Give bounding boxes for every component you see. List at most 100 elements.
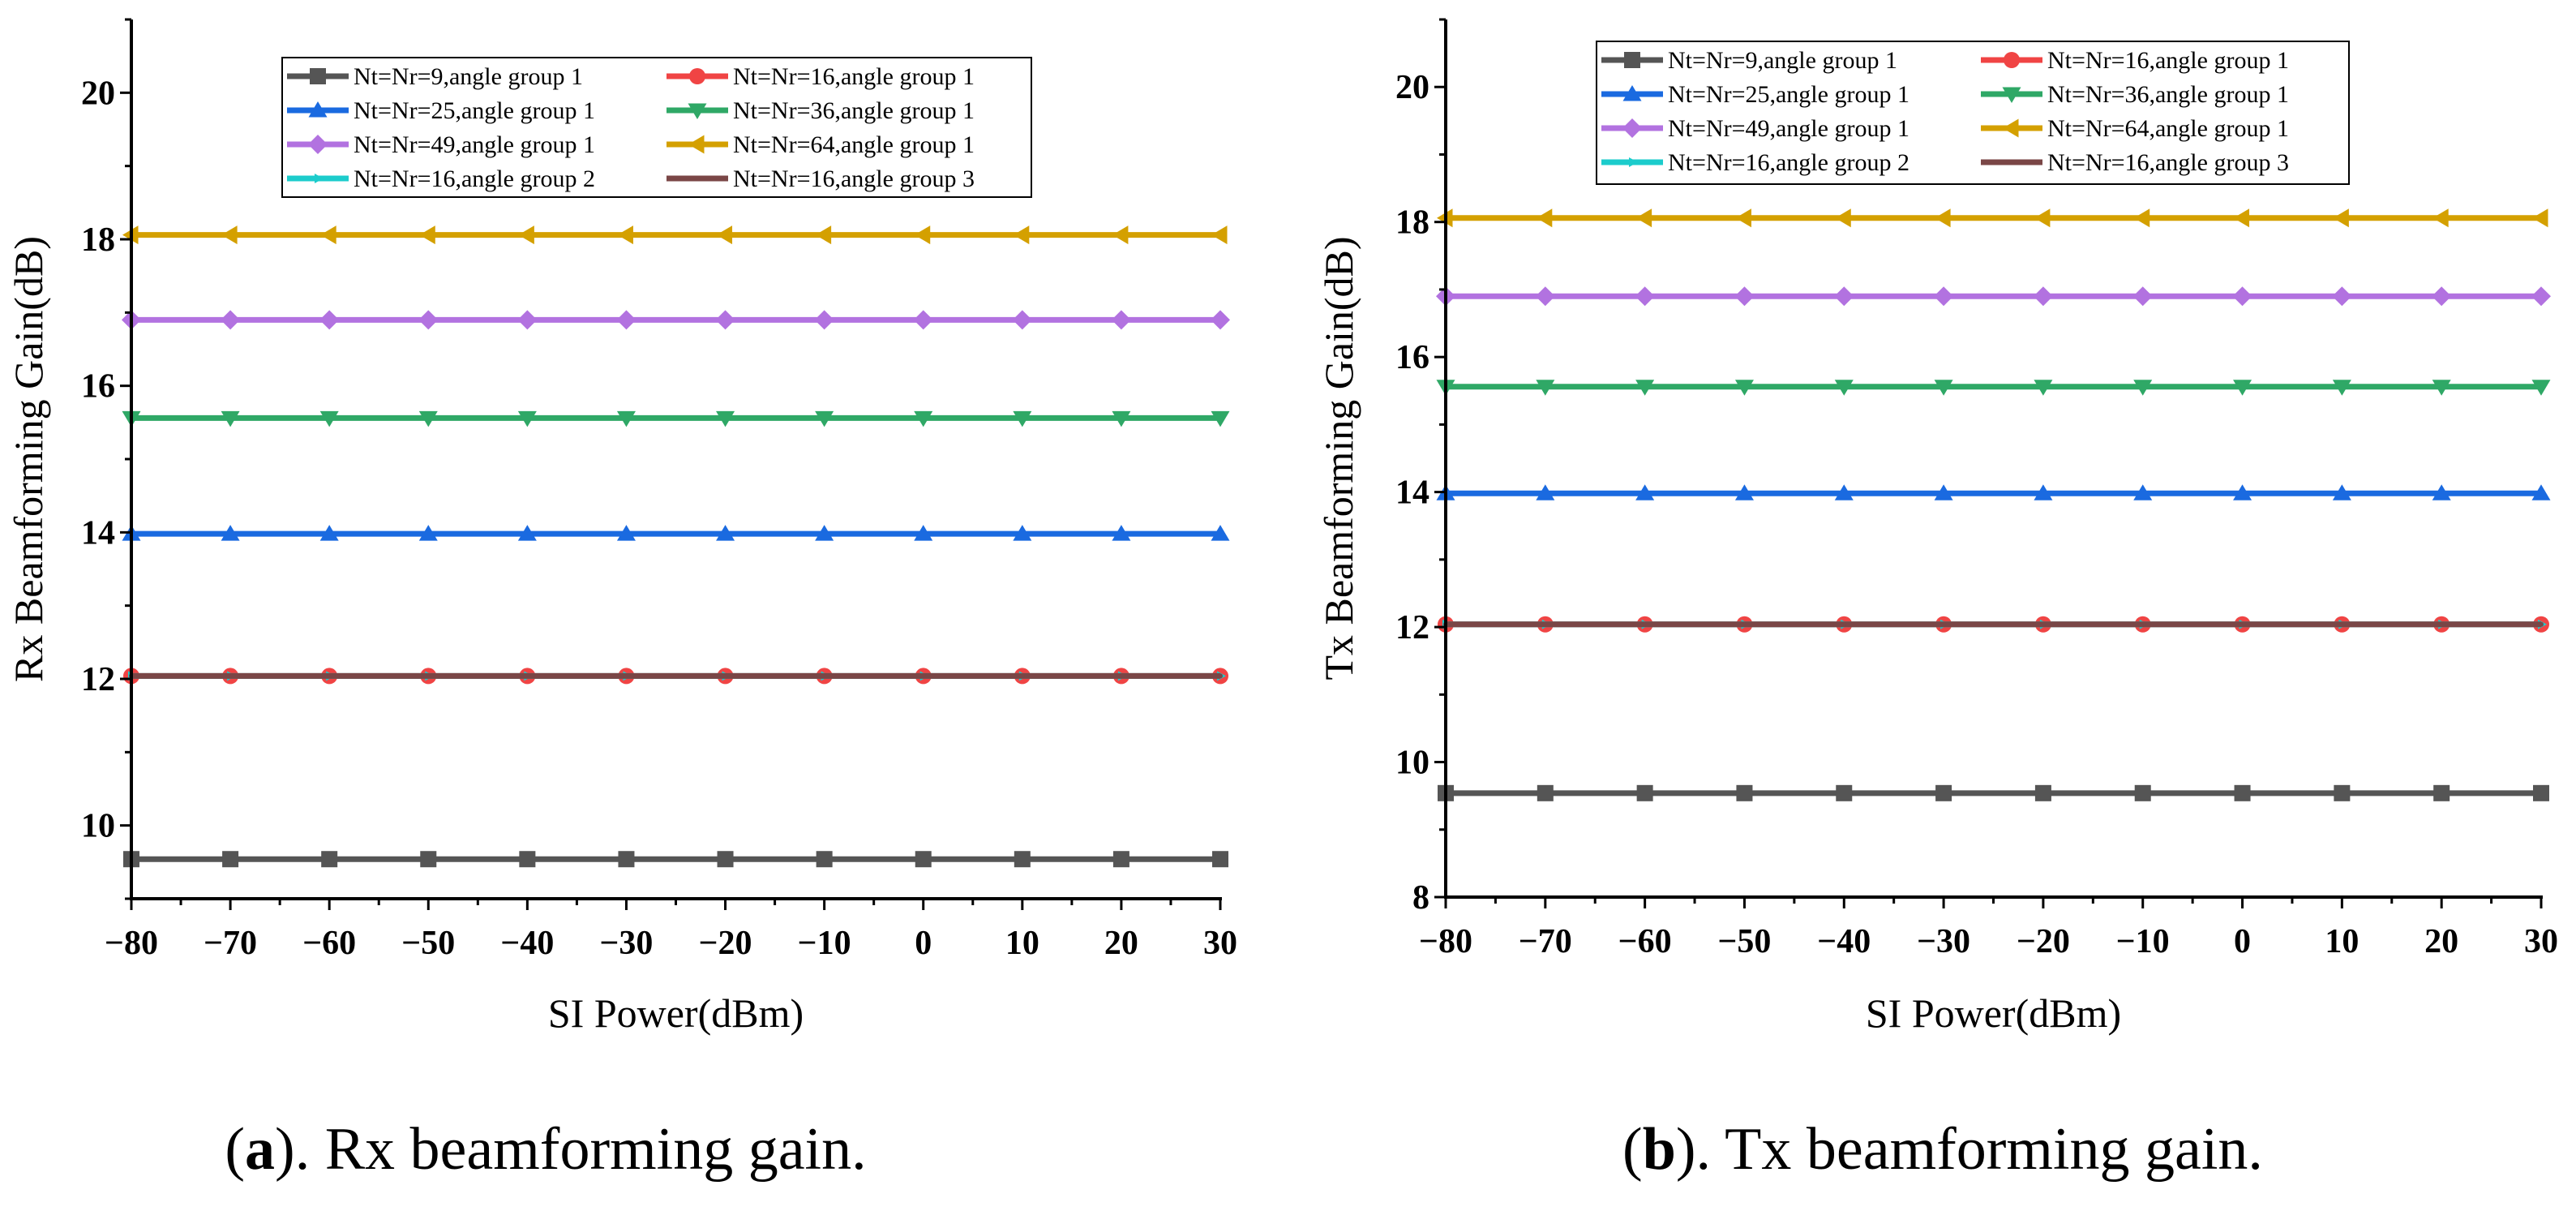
data-point <box>2533 784 2549 801</box>
legend-label: Nt=Nr=36,angle group 1 <box>733 97 975 124</box>
data-point <box>517 310 538 330</box>
legend-box <box>1596 41 2350 185</box>
data-point <box>1734 380 1754 396</box>
data-point <box>1642 621 1648 627</box>
data-point <box>1118 673 1124 679</box>
legend-label: Nt=Nr=25,angle group 1 <box>1668 81 1909 108</box>
data-point <box>420 851 437 868</box>
legend-marker-diamond-icon <box>1622 118 1642 138</box>
caption-b-open: ( <box>1622 1116 1643 1183</box>
data-point <box>2334 784 2351 801</box>
data-point <box>1736 784 1753 801</box>
data-point <box>2140 621 2145 627</box>
x-tick-label: 30 <box>2524 923 2558 960</box>
data-point <box>517 525 537 541</box>
data-point <box>722 673 728 679</box>
caption-b-label: b <box>1642 1116 1676 1183</box>
legend-marker-arrow-right-icon <box>1629 157 1638 167</box>
data-point <box>2240 621 2245 627</box>
legend-item: Nt=Nr=36,angle group 1 <box>667 97 975 124</box>
y-axis-title: Rx Beamforming Gain(dB) <box>6 236 51 682</box>
data-point <box>2332 286 2352 307</box>
data-point <box>2233 484 2252 500</box>
x-tick-label: −30 <box>599 925 653 962</box>
data-point <box>1742 621 1747 627</box>
data-point <box>1019 673 1025 679</box>
data-point <box>2233 208 2250 228</box>
x-tick-label: −10 <box>2116 923 2170 960</box>
caption-a-label: a <box>245 1116 276 1183</box>
legend-label: Nt=Nr=49,angle group 1 <box>354 131 595 158</box>
data-point <box>821 673 827 679</box>
data-point <box>222 851 239 868</box>
data-point <box>2033 286 2053 307</box>
data-point <box>920 673 926 679</box>
legend-item: Nt=Nr=25,angle group 1 <box>1601 81 1909 108</box>
data-point <box>2232 286 2252 307</box>
legend-marker-circle-icon <box>2004 52 2020 68</box>
legend-label: Nt=Nr=49,angle group 1 <box>1668 115 1909 142</box>
legend: Nt=Nr=9,angle group 1 Nt=Nr=16,angle grou… <box>1596 41 2350 185</box>
data-point <box>1012 310 1032 330</box>
data-point <box>221 410 240 427</box>
data-point <box>2332 380 2351 396</box>
legend-label: Nt=Nr=16,angle group 3 <box>733 165 975 192</box>
legend: Nt=Nr=9,angle group 1 Nt=Nr=16,angle grou… <box>281 57 1032 198</box>
legend-item: Nt=Nr=25,angle group 1 <box>287 97 595 124</box>
data-point <box>1635 208 1652 228</box>
data-point <box>1014 851 1031 868</box>
y-tick-label: 12 <box>81 661 115 698</box>
series-4 <box>122 410 1230 427</box>
data-point <box>2034 208 2051 228</box>
caption-b: (b). Tx beamforming gain. <box>1622 1113 2263 1186</box>
data-point <box>1635 484 1655 500</box>
data-point <box>2432 380 2451 396</box>
x-tick-label: −50 <box>401 925 455 962</box>
data-point <box>1536 208 1553 228</box>
x-tick-label: −80 <box>1419 923 1472 960</box>
y-tick-label: 10 <box>1395 745 1429 782</box>
data-point <box>319 310 340 330</box>
data-point <box>2034 380 2053 396</box>
legend-item: Nt=Nr=36,angle group 1 <box>1981 81 2289 108</box>
data-point <box>1013 525 1032 541</box>
data-point <box>2531 286 2551 307</box>
y-tick-label: 20 <box>81 75 115 112</box>
data-point <box>1536 484 1555 500</box>
data-point <box>1834 380 1854 396</box>
data-point <box>2333 208 2349 228</box>
data-point <box>221 525 240 541</box>
data-point <box>1536 380 1555 396</box>
series-3 <box>1436 484 2551 500</box>
data-point <box>1834 286 1854 307</box>
data-point <box>2531 380 2551 396</box>
data-point <box>1635 380 1655 396</box>
data-point <box>624 673 629 679</box>
series-1 <box>123 851 1228 868</box>
data-point <box>2132 286 2153 307</box>
legend-marker-arrow-right-icon <box>315 174 324 183</box>
data-point <box>519 851 536 868</box>
data-point <box>2439 621 2445 627</box>
data-point <box>716 225 733 245</box>
legend-label: Nt=Nr=16,angle group 1 <box>2047 47 2289 74</box>
x-axis-title: SI Power(dBm) <box>548 990 804 1036</box>
data-point <box>715 310 735 330</box>
y-tick-label: 12 <box>1395 609 1429 646</box>
legend-item: Nt=Nr=16,angle group 1 <box>1981 47 2289 74</box>
x-tick-label: −60 <box>1618 923 1672 960</box>
legend-label: Nt=Nr=16,angle group 3 <box>2047 149 2289 176</box>
x-tick-label: −80 <box>105 925 158 962</box>
legend-label: Nt=Nr=36,angle group 1 <box>2047 81 2289 108</box>
data-point <box>913 310 933 330</box>
x-tick-label: −60 <box>302 925 356 962</box>
legend-item: Nt=Nr=49,angle group 1 <box>287 131 595 158</box>
data-point <box>2034 784 2051 801</box>
y-tick-label: 16 <box>81 368 115 406</box>
caption-a: (a). Rx beamforming gain. <box>225 1113 866 1186</box>
data-point <box>2133 208 2150 228</box>
legend-item: Nt=Nr=9,angle group 1 <box>287 63 583 90</box>
data-point <box>1112 410 1131 427</box>
data-point <box>518 225 534 245</box>
data-point <box>616 310 636 330</box>
